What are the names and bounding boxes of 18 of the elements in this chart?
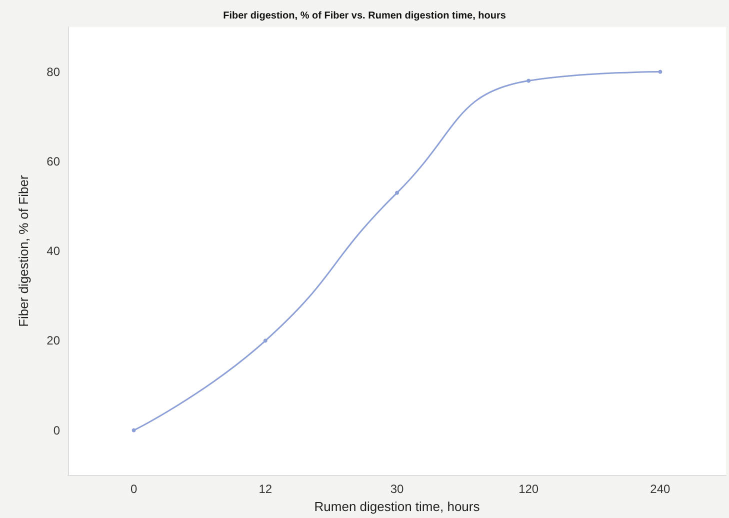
y-tick-label: 60 (46, 154, 60, 168)
point (395, 190, 399, 195)
y-axis-title: Fiber digestion, % of Fiber (16, 174, 31, 327)
point (526, 78, 531, 83)
x-tick-label: 240 (650, 482, 671, 496)
y-tick-label: 0 (53, 423, 60, 438)
chart-title: Fiber digestion, % of Fiber vs. Rumen digestion time, hours (223, 10, 506, 22)
x-axis-title: Rumen digestion time, hours (314, 499, 480, 514)
x-tick-label: 12 (258, 482, 272, 496)
y-tick-label: 20 (46, 334, 60, 348)
point (132, 428, 136, 432)
point (658, 70, 662, 74)
x-tick-label: 120 (518, 482, 539, 496)
point (263, 338, 268, 343)
x-tick-label: 0 (130, 482, 138, 496)
x-tick-label: 30 (390, 482, 404, 496)
y-tick-label: 80 (46, 64, 60, 79)
y-tick-label: 40 (46, 244, 60, 258)
